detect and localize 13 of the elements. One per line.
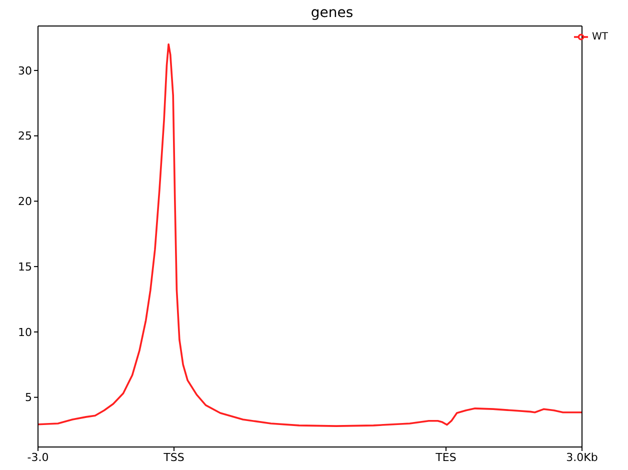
line-series: [38, 43, 582, 427]
y-tick-label: 5: [25, 391, 32, 404]
y-tick-label: 25: [18, 130, 32, 143]
x-tick-label: 3.0Kb: [566, 450, 598, 464]
y-tick-label: 15: [18, 260, 32, 274]
y-tick-label: 10: [18, 326, 32, 339]
legend-label: WT: [592, 32, 608, 43]
x-tick-label: -3.0: [27, 450, 49, 464]
chart-title: genes: [310, 5, 354, 21]
x-tick-label: TSS: [162, 450, 184, 464]
y-tick-label: 30: [18, 64, 32, 78]
y-tick-label: 20: [18, 195, 32, 208]
x-tick-label: TES: [434, 450, 456, 464]
